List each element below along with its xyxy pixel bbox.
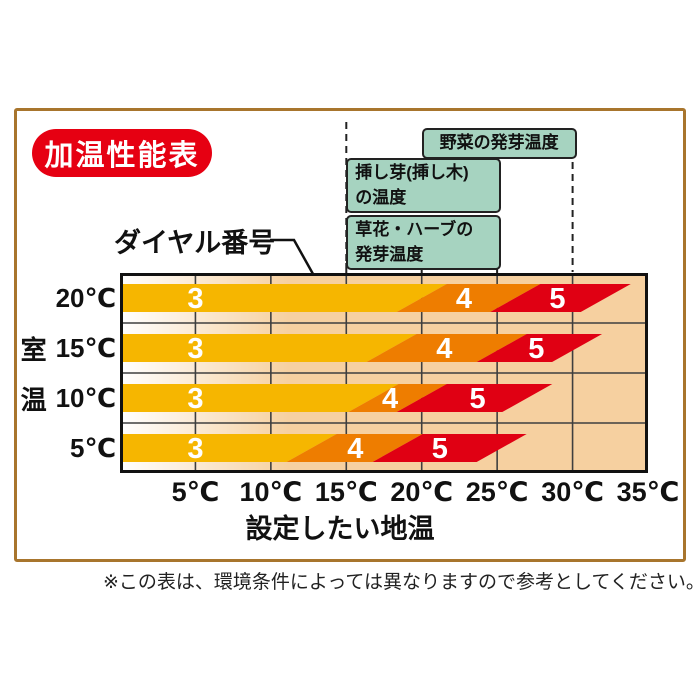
note-box-vegetable-germination: 野菜の発芽温度 bbox=[421, 128, 577, 159]
svg-text:4: 4 bbox=[436, 333, 452, 365]
room-temp-axis-char: 室 bbox=[20, 334, 47, 365]
svg-text:3: 3 bbox=[187, 383, 203, 415]
y-axis-label: 20℃ bbox=[16, 281, 116, 315]
svg-text:3: 3 bbox=[187, 333, 203, 365]
svg-text:4: 4 bbox=[456, 283, 472, 315]
note-box-flower-herb-germination: 草花・ハーブの 発芽温度 bbox=[346, 215, 502, 271]
room-temp-value: 10℃ bbox=[55, 382, 116, 413]
note-box-cutting-temperature: 挿し芽(挿し木) の温度 bbox=[346, 158, 502, 214]
svg-text:3: 3 bbox=[187, 283, 203, 315]
title-badge: 加温性能表 bbox=[32, 129, 212, 177]
room-temp-value: 5℃ bbox=[70, 432, 116, 463]
page-title: 加温性能表 bbox=[44, 140, 200, 172]
y-axis-label: 温 10℃ bbox=[16, 381, 116, 415]
x-axis-title: 設定したい地温 bbox=[245, 514, 435, 544]
x-tick-label: 10℃ bbox=[239, 477, 303, 507]
x-tick-label: 35℃ bbox=[616, 477, 680, 507]
room-temp-value: 20℃ bbox=[55, 282, 116, 313]
x-tick-label: 15℃ bbox=[314, 477, 378, 507]
footnote-text: ※この表は、環境条件によっては異なりますので参考としてください。 bbox=[103, 572, 700, 593]
dial-number-label: ダイヤル番号 bbox=[114, 228, 276, 258]
room-temp-axis-char: 温 bbox=[20, 384, 47, 415]
x-tick-label: 30℃ bbox=[541, 477, 604, 507]
svg-text:4: 4 bbox=[382, 383, 398, 415]
x-tick-label: 20℃ bbox=[390, 477, 454, 507]
svg-text:4: 4 bbox=[347, 433, 363, 465]
svg-text:5: 5 bbox=[432, 433, 448, 465]
svg-text:3: 3 bbox=[187, 433, 203, 465]
svg-text:5: 5 bbox=[469, 383, 485, 415]
room-temp-value: 15℃ bbox=[55, 332, 116, 363]
y-axis-label: 5℃ bbox=[16, 431, 116, 465]
x-tick-label: 25℃ bbox=[465, 477, 529, 507]
x-tick-label: 5℃ bbox=[171, 477, 220, 507]
y-axis-label: 室 15℃ bbox=[16, 331, 116, 365]
svg-text:5: 5 bbox=[528, 333, 544, 365]
svg-text:5: 5 bbox=[549, 283, 565, 315]
